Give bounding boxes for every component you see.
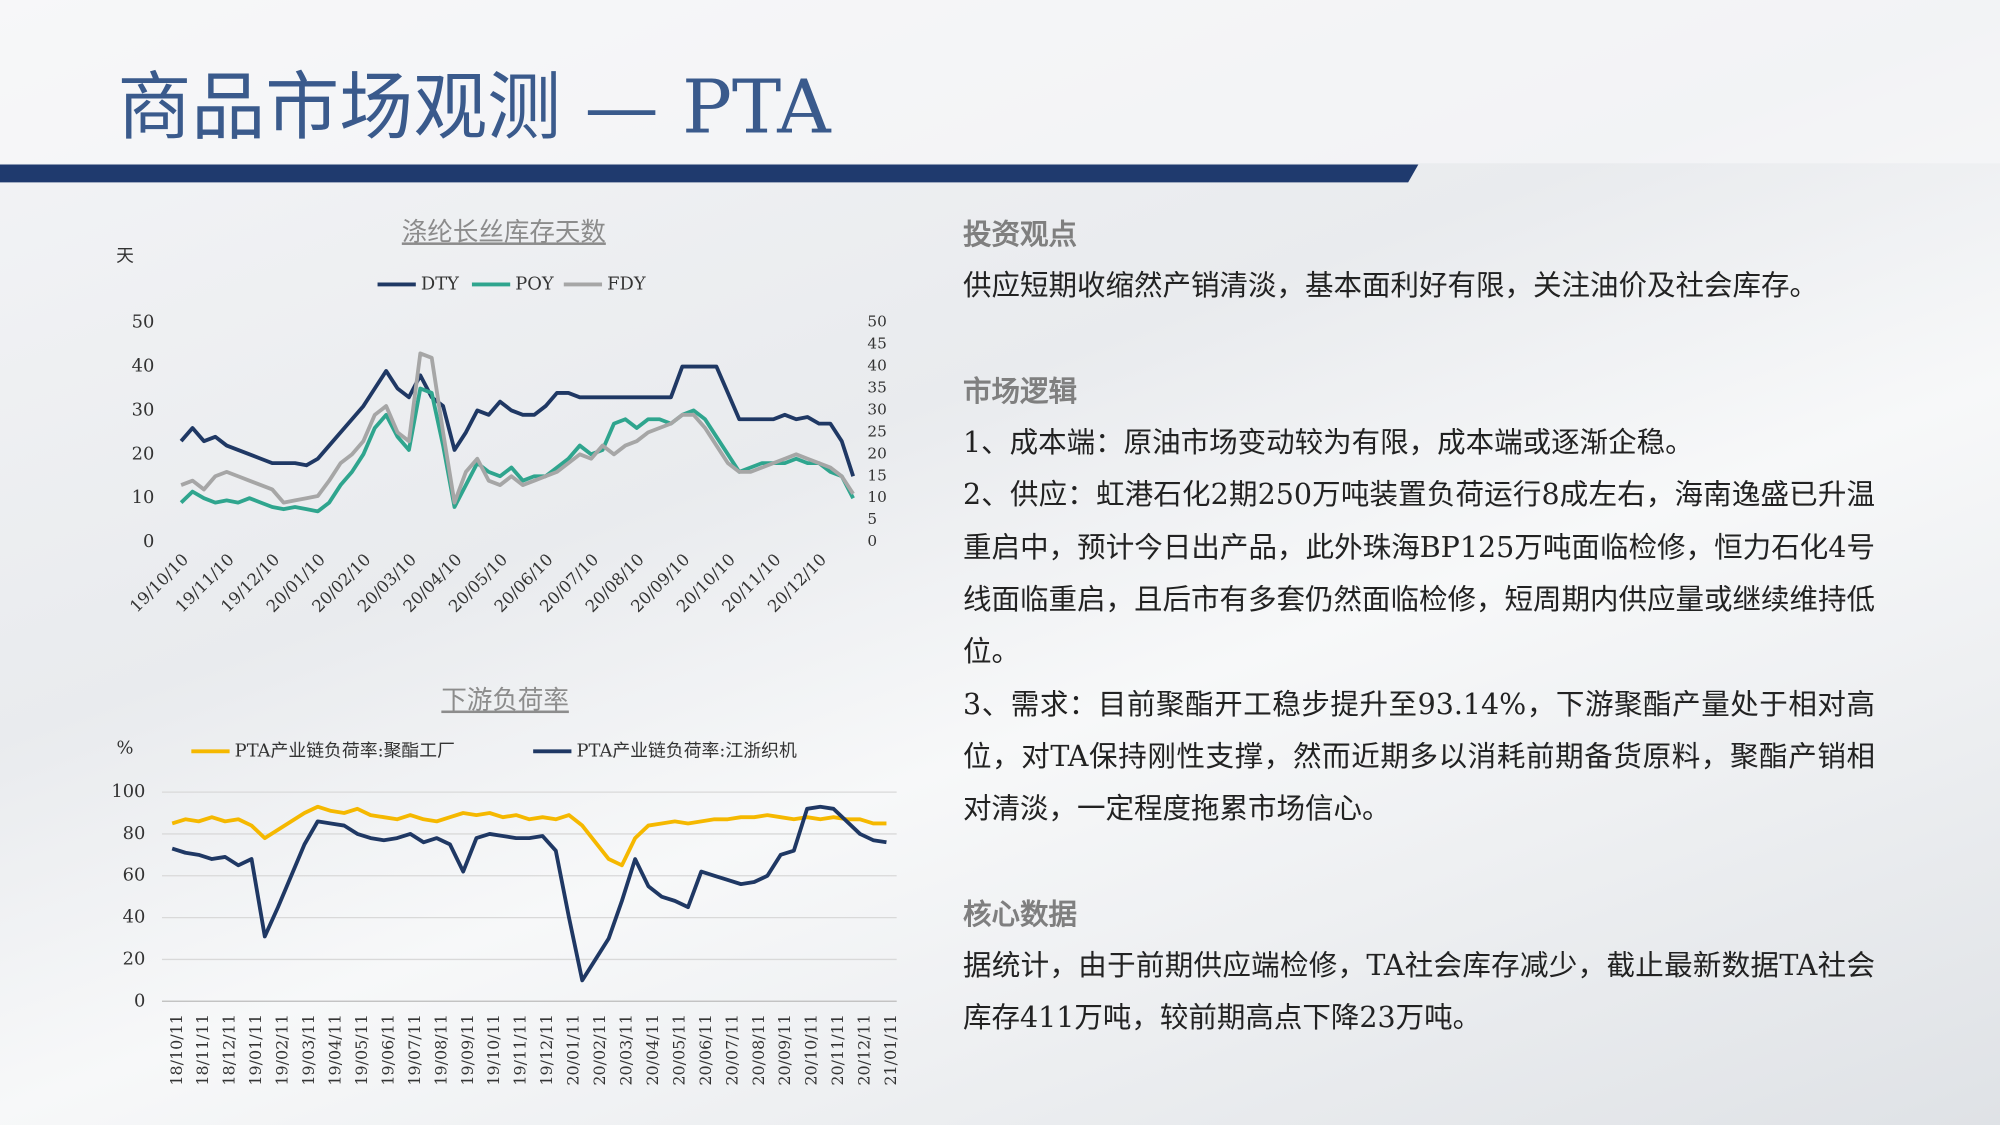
- y2-tick-label: 15: [867, 466, 886, 484]
- y2-tick-label: 30: [867, 400, 886, 418]
- paragraph: 1、成本端：原油市场变动较为有限，成本端或逐渐企稳。: [963, 426, 1694, 460]
- x-tick-label: 19/06/11: [378, 1014, 397, 1086]
- y2-tick-label: 20: [867, 444, 886, 462]
- legend-label: DTY: [421, 273, 459, 294]
- paragraph: 据统计，由于前期供应端检修，TA社会库存减少，截止最新数据TA社会库存411万吨…: [963, 949, 1875, 1035]
- x-tick-label: 18/12/11: [220, 1014, 239, 1086]
- x-tick-label: 18/11/11: [193, 1014, 212, 1086]
- y-tick-label: 80: [123, 823, 146, 844]
- x-tick-label: 19/11/11: [511, 1014, 530, 1086]
- y-tick-label: 50: [132, 312, 155, 333]
- title-band: [0, 0, 2000, 164]
- x-tick-label: 19/12/11: [537, 1014, 556, 1086]
- x-tick-label: 19/07/11: [405, 1014, 424, 1086]
- x-tick-label: 19/01/11: [246, 1014, 265, 1086]
- y2-tick-label: 5: [867, 510, 877, 528]
- legend-label: PTA产业链负荷率:江浙织机: [577, 740, 797, 761]
- y-tick-label: 40: [123, 907, 146, 928]
- chart-title: 涤纶长丝库存天数: [402, 217, 606, 247]
- section-heading: 核心数据: [963, 896, 1078, 931]
- y2-tick-label: 35: [867, 379, 886, 397]
- x-tick-label: 21/01/11: [881, 1014, 900, 1086]
- y-tick-label: 20: [132, 443, 155, 464]
- series-line: [171, 804, 887, 868]
- title-bar: [0, 164, 1419, 183]
- x-tick-label: 20/11/11: [828, 1014, 847, 1086]
- chart-title: 下游负荷率: [441, 686, 569, 716]
- y-tick-label: 100: [111, 781, 145, 802]
- y2-tick-label: 25: [867, 422, 886, 440]
- y-tick-label: 40: [132, 356, 155, 377]
- text-panel: 投资观点供应短期收缩然产销清淡，基本面利好有限，关注油价及社会库存。 市场逻辑 1、…: [963, 208, 1875, 1097]
- x-tick-label: 19/03/11: [299, 1014, 318, 1086]
- x-tick-label: 20/06/11: [696, 1014, 715, 1086]
- y-tick-label: 10: [132, 487, 155, 508]
- y2-tick-label: 0: [867, 532, 877, 550]
- page-title: 商品市场观测 — PTA: [117, 65, 832, 151]
- section: 核心数据据统计，由于前期供应端检修，TA社会库存减少，截止最新数据TA社会库存4…: [963, 888, 1875, 1045]
- x-tick-label: 20/05/11: [669, 1014, 688, 1086]
- x-tick-label: 20/03/11: [617, 1014, 636, 1086]
- x-tick-label: 18/10/11: [167, 1014, 186, 1086]
- x-tick-label: 19/04/11: [326, 1014, 345, 1086]
- y-tick-label: 0: [143, 531, 154, 552]
- x-tick-label: 20/12/11: [855, 1014, 874, 1086]
- x-tick-label: 19/09/11: [458, 1014, 477, 1086]
- x-tick-label: 20/01/11: [564, 1014, 583, 1086]
- paragraph: 2、供应：虹港石化2期250万吨装置负荷运行8成左右，海南逸盛已升温重启中，预计…: [963, 478, 1876, 669]
- legend-label: POY: [515, 273, 554, 294]
- y-tick-label: 20: [123, 948, 146, 969]
- section-heading: 投资观点: [963, 217, 1078, 251]
- x-tick-label: 20/04/11: [643, 1014, 662, 1086]
- x-tick-label: 20/10/11: [802, 1014, 821, 1086]
- series-line: [180, 351, 855, 505]
- series-line: [179, 364, 855, 477]
- section: 投资观点供应短期收缩然产销清淡，基本面利好有限，关注油价及社会库存。: [963, 208, 1875, 313]
- y-axis-label: 天: [116, 245, 134, 266]
- section: 市场逻辑 1、成本端：原油市场变动较为有限，成本端或逐渐企稳。 2、供应：虹港石化2…: [963, 365, 1875, 836]
- legend-label: PTA产业链负荷率:聚酯工厂: [235, 740, 455, 761]
- x-tick-label: 20/07/11: [722, 1014, 741, 1086]
- x-tick-label: 20/09/11: [775, 1014, 794, 1086]
- x-tick-label: 19/08/11: [431, 1014, 450, 1086]
- legend-label: FDY: [607, 273, 646, 294]
- y-tick-label: 60: [123, 865, 146, 886]
- paragraph: 3、需求：目前聚酯开工稳步提升至93.14%，下游聚酯产量处于相对高位，对TA保…: [963, 687, 1875, 826]
- x-tick-label: 19/02/11: [273, 1014, 292, 1086]
- series-line: [179, 386, 855, 514]
- series-line: [171, 804, 887, 983]
- x-tick-label: 19/10/11: [484, 1014, 503, 1086]
- y-tick-label: 30: [132, 399, 155, 420]
- y2-tick-label: 50: [867, 313, 886, 331]
- y-tick-label: 0: [134, 990, 145, 1011]
- x-tick-label: 20/08/11: [749, 1014, 768, 1086]
- section-heading: 市场逻辑: [963, 373, 1078, 408]
- y2-tick-label: 45: [867, 335, 886, 353]
- y2-tick-label: 10: [867, 488, 886, 506]
- y-axis-label: %: [117, 738, 134, 759]
- x-tick-label: 20/02/11: [590, 1014, 609, 1086]
- y2-tick-label: 40: [867, 357, 886, 375]
- paragraph: 供应短期收缩然产销清淡，基本面利好有限，关注油价及社会库存。: [963, 269, 1819, 303]
- x-tick-label: 19/05/11: [352, 1014, 371, 1086]
